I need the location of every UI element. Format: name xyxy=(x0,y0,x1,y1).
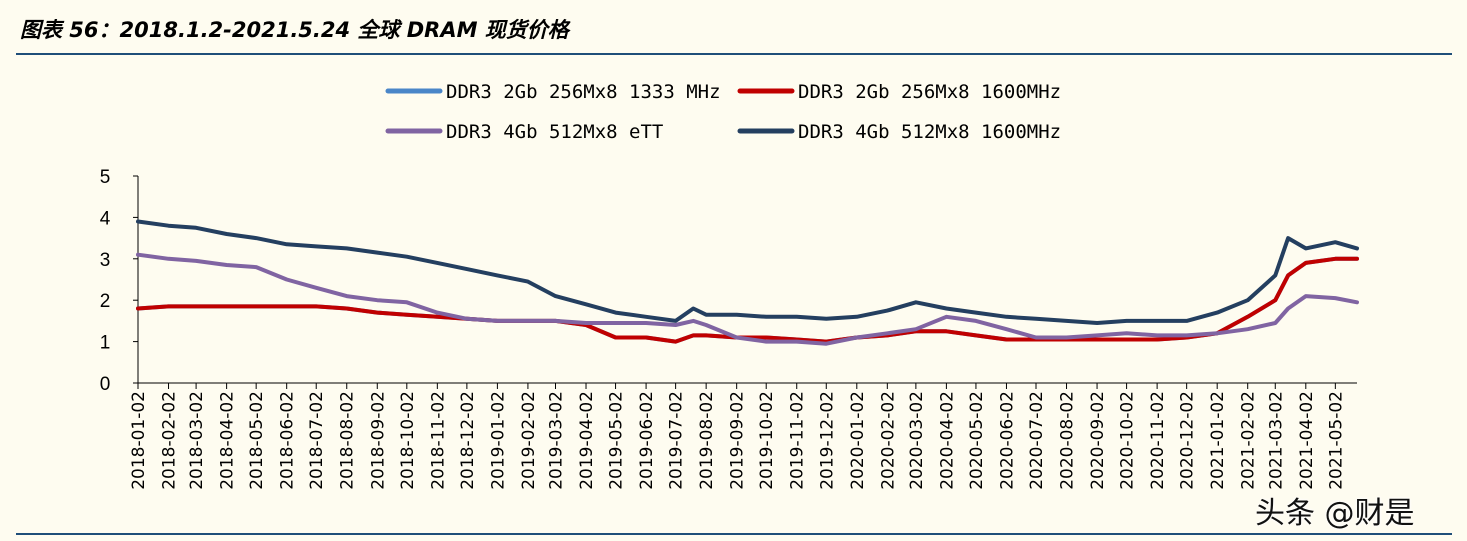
x-tick-label: 2019-06-02 xyxy=(637,391,657,490)
y-tick-label: 0 xyxy=(100,374,111,395)
legend-label-4: DDR3 4Gb 512Mx8 1600MHz xyxy=(798,121,1061,143)
x-tick-label: 2020-05-02 xyxy=(967,391,987,490)
series-line-1 xyxy=(136,256,1359,344)
x-tick-label: 2018-03-02 xyxy=(187,391,207,490)
x-tick-label: 2019-08-02 xyxy=(697,391,717,490)
x-tick-label: 2018-12-02 xyxy=(458,391,478,490)
x-tick-label: 2021-01-02 xyxy=(1208,391,1228,490)
x-tick-label: 2021-05-02 xyxy=(1326,391,1346,490)
x-tick-label: 2019-12-02 xyxy=(817,391,837,490)
y-axis: 0 1 2 3 4 5 xyxy=(100,167,139,395)
x-tick-label: 2020-10-02 xyxy=(1118,391,1138,490)
legend: DDR3 2Gb 256Mx8 1333 MHz DDR3 2Gb 256Mx8 … xyxy=(385,81,1061,143)
y-tick-label: 2 xyxy=(100,291,111,312)
legend-label-3: DDR3 4Gb 512Mx8 eTT xyxy=(446,121,663,143)
x-tick-label: 2021-04-02 xyxy=(1297,391,1317,490)
x-tick-label: 2019-04-02 xyxy=(577,391,597,490)
x-tick-label: 2020-01-02 xyxy=(848,391,868,490)
x-tick-label: 2019-07-02 xyxy=(667,391,687,490)
x-tick-label: 2019-10-02 xyxy=(757,391,777,490)
x-tick-label: 2020-04-02 xyxy=(937,391,957,490)
y-tick-label: 4 xyxy=(100,208,111,229)
x-tick-label: 2018-07-02 xyxy=(307,391,327,490)
x-tick-label: 2018-08-02 xyxy=(338,391,358,490)
x-tick-label: 2019-05-02 xyxy=(607,391,627,490)
x-tick-label: 2018-04-02 xyxy=(218,391,238,490)
legend-label-1: DDR3 2Gb 256Mx8 1333 MHz xyxy=(446,81,721,103)
x-tick-label: 2020-02-02 xyxy=(878,391,898,490)
x-tick-label: 2019-03-02 xyxy=(546,391,566,490)
x-tick-label: 2020-11-02 xyxy=(1148,391,1168,490)
figure-title: 图表 56：2018.1.2-2021.5.24 全球 DRAM 现货价格 xyxy=(20,18,569,42)
y-tick-label: 3 xyxy=(100,250,111,271)
x-tick-label: 2020-03-02 xyxy=(907,391,927,490)
x-tick-label: 2018-05-02 xyxy=(247,391,267,490)
bottom-rule xyxy=(16,533,1452,535)
x-tick-label: 2020-12-02 xyxy=(1178,391,1198,490)
series-line-2 xyxy=(136,256,1359,344)
series-line-4 xyxy=(136,219,1359,325)
x-tick-label: 2018-09-02 xyxy=(368,391,388,490)
x-tick-label: 2021-02-02 xyxy=(1239,391,1259,490)
x-tick-label: 2020-06-02 xyxy=(997,391,1017,490)
series-line-3 xyxy=(136,252,1359,346)
x-tick-label: 2019-11-02 xyxy=(788,391,808,490)
y-tick-label: 1 xyxy=(100,333,111,354)
x-axis: 2018-01-02 2018-02-02 2018-03-02 2018-04-02… xyxy=(129,382,1357,490)
x-tick-label: 2018-02-02 xyxy=(160,391,180,490)
x-tick-label: 2018-01-02 xyxy=(129,391,149,490)
legend-label-2: DDR3 2Gb 256Mx8 1600MHz xyxy=(798,81,1061,103)
x-tick-label: 2020-07-02 xyxy=(1027,391,1047,490)
x-tick-label: 2020-09-02 xyxy=(1088,391,1108,490)
x-tick-label: 2019-09-02 xyxy=(728,391,748,490)
x-tick-label: 2018-10-02 xyxy=(398,391,418,490)
x-tick-label: 2019-02-02 xyxy=(519,391,539,490)
x-tick-label: 2019-01-02 xyxy=(488,391,508,490)
top-rule xyxy=(16,53,1452,55)
x-tick-label: 2018-11-02 xyxy=(428,391,448,490)
x-tick-label: 2021-03-02 xyxy=(1266,391,1286,490)
x-tick-label: 2018-06-02 xyxy=(278,391,298,490)
y-tick-label: 5 xyxy=(100,167,111,188)
plot-lines xyxy=(136,219,1359,346)
x-tick-label: 2020-08-02 xyxy=(1058,391,1078,490)
watermark: 头条 @财是 xyxy=(1255,496,1415,531)
